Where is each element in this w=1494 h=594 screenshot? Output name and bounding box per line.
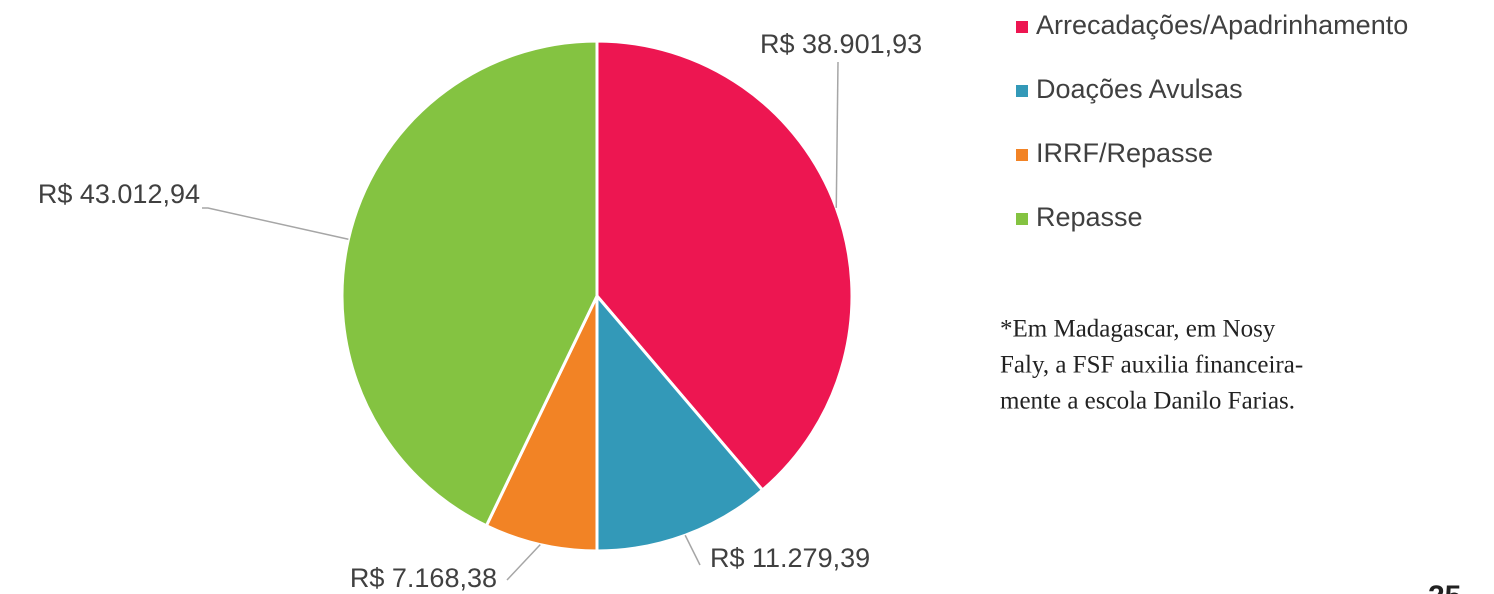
data-label: R$ 7.168,38 — [350, 563, 497, 593]
pie-slice — [595, 39, 854, 493]
note-line: *Em Madagascar, em Nosy — [1000, 316, 1276, 343]
legend-label: Doações Avulsas — [1036, 74, 1243, 104]
legend-label: Arrecadações/Apadrinhamento — [1036, 10, 1408, 40]
data-label: R$ 11.279,39 — [710, 543, 870, 573]
legend-swatch — [1016, 85, 1028, 97]
data-label: R$ 43.012,94 — [38, 179, 200, 209]
note-line: Faly, a FSF auxilia financeira- — [1000, 352, 1303, 379]
leader-line — [835, 61, 839, 208]
legend-swatch — [1016, 213, 1028, 225]
leader-line — [202, 207, 349, 240]
data-label: R$ 38.901,93 — [760, 29, 922, 59]
page-number: 25 — [1428, 580, 1461, 594]
legend-swatch — [1016, 149, 1028, 161]
leader-line — [506, 544, 541, 581]
legend-label: IRRF/Repasse — [1036, 138, 1213, 168]
legend-swatch — [1016, 21, 1028, 33]
legend-label: Repasse — [1036, 202, 1143, 232]
pie-slice — [484, 295, 599, 553]
note-line: mente a escola Danilo Farias. — [1000, 388, 1295, 415]
leader-line — [684, 534, 701, 566]
